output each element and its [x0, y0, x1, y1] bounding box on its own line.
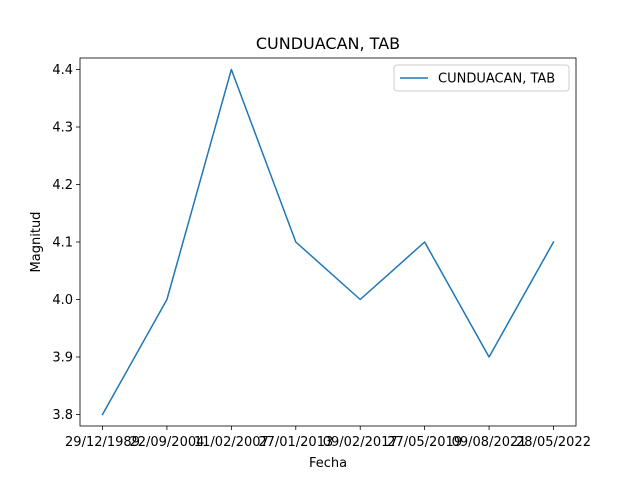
x-tick-label: 22/09/2004: [129, 435, 204, 450]
y-tick-label: 4.2: [52, 178, 73, 193]
x-tick-label: 11/02/2007: [194, 435, 269, 450]
legend-entry-label: CUNDUACAN, TAB: [438, 72, 555, 87]
y-axis-label: Magnitud: [29, 212, 44, 273]
legend-box: [393, 64, 570, 92]
x-tick-label: 29/12/1989: [65, 435, 140, 450]
x-tick-label: 09/02/2017: [323, 435, 398, 450]
x-tick-label: 09/08/2021: [452, 435, 527, 450]
chart-title: CUNDUACAN, TAB: [256, 34, 400, 53]
x-tick-label: 27/05/2019: [387, 435, 462, 450]
x-tick-label: 28/05/2022: [516, 435, 591, 450]
x-axis-label: Fecha: [309, 456, 347, 471]
axes-frame: [79, 57, 577, 427]
y-tick-label: 3.9: [52, 351, 73, 366]
y-tick-label: 4.0: [52, 293, 73, 308]
y-tick-label: 3.8: [52, 408, 73, 423]
series-line-0: [101, 68, 555, 416]
y-tick-label: 4.3: [52, 121, 73, 136]
y-tick-label: 4.4: [52, 63, 73, 78]
plot-area: 3.8 3.9 4.0 4.1 4.2 4.3 4.4 29/12/198922/09/200…: [52, 57, 591, 450]
y-tick-label: 4.1: [52, 236, 73, 251]
legend: CUNDUACAN, TAB: [393, 64, 570, 92]
x-tick-label: 27/01/2013: [258, 435, 333, 450]
